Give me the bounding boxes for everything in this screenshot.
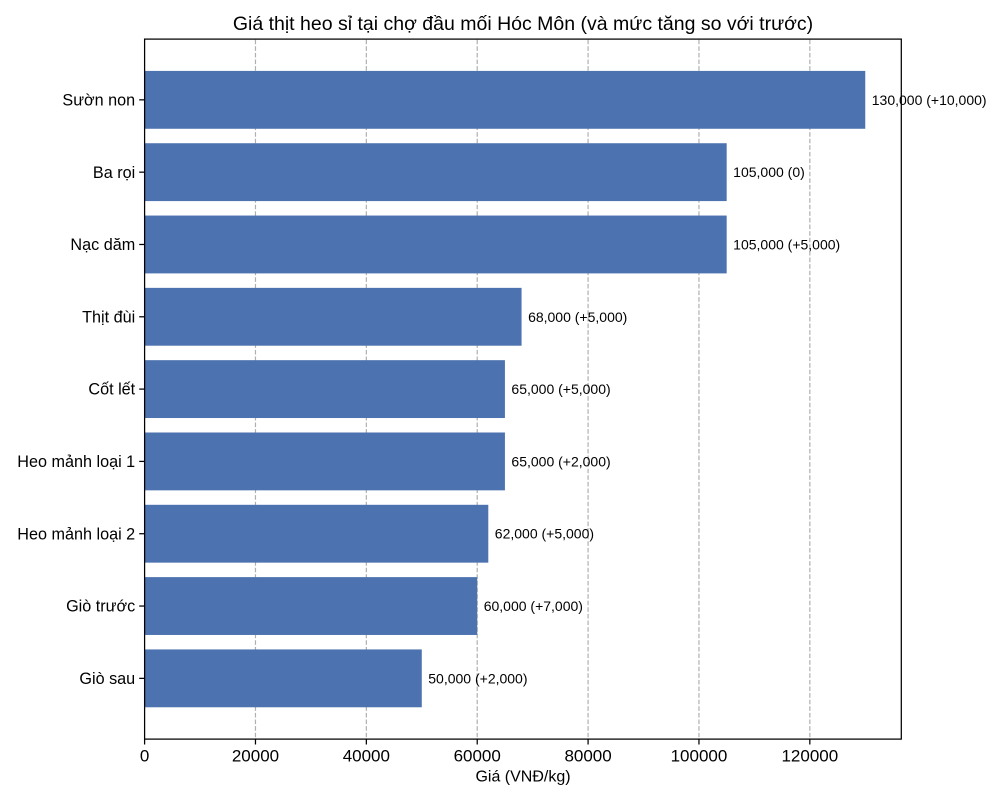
bar-value-label: 105,000 (0) bbox=[733, 164, 805, 180]
x-axis-label: Giá (VNĐ/kg) bbox=[475, 769, 570, 786]
y-tick-label: Heo mảnh loại 1 bbox=[17, 453, 135, 471]
x-tick-label: 80000 bbox=[564, 747, 611, 766]
bar-value-label: 50,000 (+2,000) bbox=[428, 670, 527, 686]
x-tick-label: 20000 bbox=[232, 747, 279, 766]
x-tick-label: 60000 bbox=[454, 747, 501, 766]
bar bbox=[144, 432, 505, 491]
bar-value-label: 105,000 (+5,000) bbox=[733, 236, 840, 252]
y-tick-label: Cốt lết bbox=[88, 381, 135, 399]
bar bbox=[144, 577, 478, 635]
y-tick-label: Giò trước bbox=[66, 598, 135, 616]
bar bbox=[144, 360, 505, 419]
x-tick-label: 40000 bbox=[343, 747, 390, 766]
x-tick-label: 100000 bbox=[671, 747, 728, 766]
bar-value-label: 130,000 (+10,000) bbox=[872, 92, 987, 108]
y-tick-label: Nạc dăm bbox=[70, 236, 135, 254]
y-tick-label: Giò sau bbox=[79, 670, 135, 688]
x-tick-label: 0 bbox=[140, 747, 149, 766]
bar bbox=[144, 143, 727, 202]
bar bbox=[144, 504, 489, 563]
axis-layer bbox=[139, 38, 902, 745]
bar-value-label: 65,000 (+2,000) bbox=[511, 453, 610, 469]
bar bbox=[144, 649, 422, 708]
y-tick-label: Thịt đùi bbox=[82, 308, 135, 326]
bar-value-label: 62,000 (+5,000) bbox=[495, 526, 594, 542]
label-layer: 0 20000 40000 60000 80000 100000 120000 Sườn no… bbox=[17, 91, 986, 765]
bar bbox=[144, 70, 866, 129]
bar bbox=[144, 215, 727, 274]
y-tick-label: Heo mảnh loại 2 bbox=[17, 525, 135, 543]
bar-value-label: 65,000 (+5,000) bbox=[511, 381, 610, 397]
y-tick-label: Ba rọi bbox=[93, 164, 135, 182]
bar-value-label: 68,000 (+5,000) bbox=[528, 309, 627, 325]
bar-layer bbox=[144, 70, 866, 708]
x-tick-label: 120000 bbox=[781, 747, 838, 766]
y-tick-label: Sườn non bbox=[62, 91, 135, 109]
chart-title: Giá thịt heo sỉ tại chợ đầu mối Hóc Môn … bbox=[233, 13, 813, 35]
bar bbox=[144, 287, 522, 346]
bar-value-label: 60,000 (+7,000) bbox=[484, 598, 583, 614]
